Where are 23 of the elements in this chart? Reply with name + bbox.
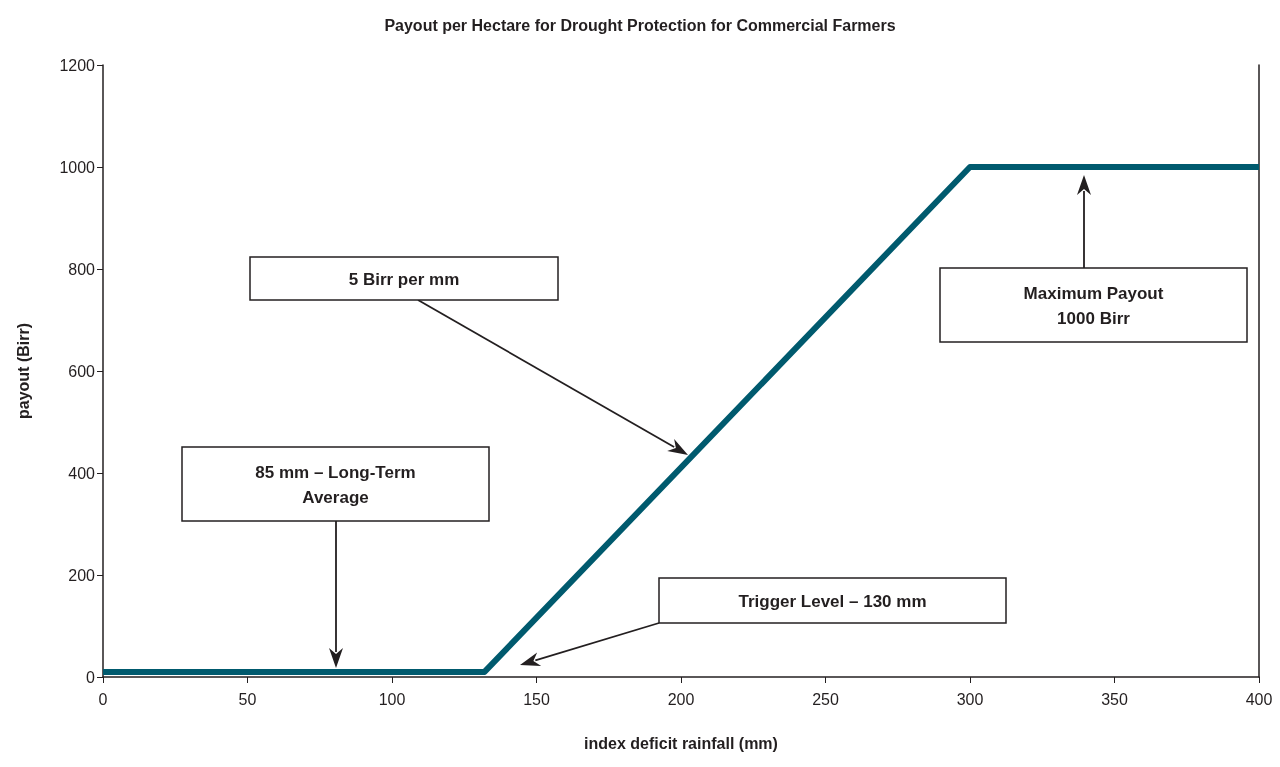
x-tick-label: 300 xyxy=(956,690,984,708)
y-tick-label: 200 xyxy=(68,566,96,584)
annotation: 5 Birr per mm xyxy=(348,269,460,289)
x-tick-label: 50 xyxy=(238,690,257,708)
y-tick-label: 1200 xyxy=(59,56,96,74)
y-tick-label: 400 xyxy=(68,464,96,482)
y-tick-label: 800 xyxy=(68,260,96,278)
y-tick-label: 1000 xyxy=(59,158,96,176)
x-tick-label: 400 xyxy=(1245,690,1273,708)
y-tick-label: 600 xyxy=(68,362,96,380)
y-tick-label: 0 xyxy=(86,668,96,686)
x-tick-label: 200 xyxy=(667,690,695,708)
annotation: Maximum Payout 1000 Birr xyxy=(1023,283,1164,328)
x-tick-label: 150 xyxy=(523,690,550,708)
x-tick-label: 100 xyxy=(378,690,406,708)
chart-title: Payout per Hectare for Drought Protection for Commercial Farmers xyxy=(384,16,896,34)
x-tick-label: 0 xyxy=(98,690,108,708)
y-axis-title: payout (Birr) xyxy=(14,323,32,419)
annotation: 85 mm – Long-Term Average xyxy=(255,462,416,507)
x-axis-title: index deficit rainfall (mm) xyxy=(584,734,778,752)
annotation: Trigger Level – 130 mm xyxy=(738,591,927,611)
x-tick-label: 350 xyxy=(1101,690,1128,708)
x-tick-label: 250 xyxy=(812,690,839,708)
